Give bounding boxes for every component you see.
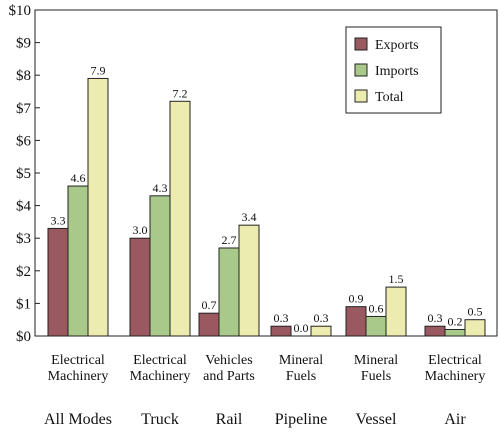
data-label: 0.7 xyxy=(202,298,217,312)
category-label: Machinery xyxy=(130,369,191,384)
y-tick-label: $4 xyxy=(16,199,32,215)
y-tick-label: $8 xyxy=(16,68,31,84)
category-label: Electrical xyxy=(428,353,482,368)
category-label: Vehicles xyxy=(205,353,252,368)
y-tick-label: $3 xyxy=(16,231,31,247)
data-label: 3.4 xyxy=(242,210,257,224)
y-tick-label: $0 xyxy=(16,329,31,345)
data-label: 0.0 xyxy=(294,321,309,335)
legend-swatch-imports xyxy=(354,63,368,77)
legend-label-exports: Exports xyxy=(375,38,419,53)
data-label: 3.3 xyxy=(51,213,66,227)
bar-imports-air xyxy=(444,328,466,337)
data-label: 0.3 xyxy=(314,311,329,325)
mode-label: Pipeline xyxy=(275,411,327,428)
mode-label: Air xyxy=(444,411,466,428)
category-label: Fuels xyxy=(286,369,316,384)
bar-total-all-modes xyxy=(87,77,109,337)
bar-imports-rail xyxy=(218,247,240,337)
data-label: 3.0 xyxy=(133,223,148,237)
data-label: 2.7 xyxy=(222,233,237,247)
bar-total-truck xyxy=(169,100,191,337)
data-label: 0.3 xyxy=(274,311,289,325)
bar-exports-air xyxy=(424,325,446,337)
data-label: 0.2 xyxy=(448,314,463,328)
y-tick-label: $2 xyxy=(16,264,31,280)
bar-imports-truck xyxy=(149,195,171,337)
data-label: 0.5 xyxy=(468,305,483,319)
bar-total-pipeline xyxy=(310,325,332,337)
data-label: 0.9 xyxy=(349,292,364,306)
data-label: 1.5 xyxy=(389,272,404,286)
bar-total-air xyxy=(464,319,486,337)
bar-exports-rail xyxy=(198,312,220,337)
category-label: Fuels xyxy=(361,369,391,384)
data-label: 4.6 xyxy=(71,171,86,185)
category-label: Machinery xyxy=(48,369,109,384)
bar-total-vessel xyxy=(385,286,407,337)
category-label: Electrical xyxy=(51,353,105,368)
bar-total-rail xyxy=(238,224,260,337)
category-label: Mineral xyxy=(354,353,398,368)
data-label: 4.3 xyxy=(153,181,168,195)
y-tick-label: $7 xyxy=(16,101,32,117)
y-tick-label: $6 xyxy=(16,133,32,149)
legend-label-total: Total xyxy=(375,90,404,105)
bar-exports-vessel xyxy=(345,306,367,337)
category-label: Electrical xyxy=(133,353,187,368)
y-tick-label: $5 xyxy=(16,166,31,182)
bar-imports-vessel xyxy=(365,315,387,337)
y-tick-label: $10 xyxy=(9,3,32,19)
bar-exports-truck xyxy=(129,237,151,337)
bar-exports-pipeline xyxy=(270,325,292,337)
legend-swatch-total xyxy=(354,89,368,103)
data-label: 7.2 xyxy=(173,86,188,100)
category-label: and Parts xyxy=(203,369,255,384)
legend-swatch-exports xyxy=(354,37,368,51)
bar-exports-all-modes xyxy=(47,227,69,337)
y-tick-label: $9 xyxy=(16,36,31,52)
category-label: Machinery xyxy=(425,369,486,384)
mode-label: Rail xyxy=(216,411,243,428)
category-label: Mineral xyxy=(279,353,323,368)
data-label: 0.6 xyxy=(369,301,384,315)
mode-label: All Modes xyxy=(44,411,112,428)
y-tick-label: $1 xyxy=(16,296,31,312)
legend-label-imports: Imports xyxy=(375,64,419,79)
mode-label: Truck xyxy=(141,411,179,428)
data-label: 7.9 xyxy=(91,63,106,77)
bar-imports-all-modes xyxy=(67,185,89,337)
data-label: 0.3 xyxy=(428,311,443,325)
mode-label: Vessel xyxy=(356,411,397,428)
